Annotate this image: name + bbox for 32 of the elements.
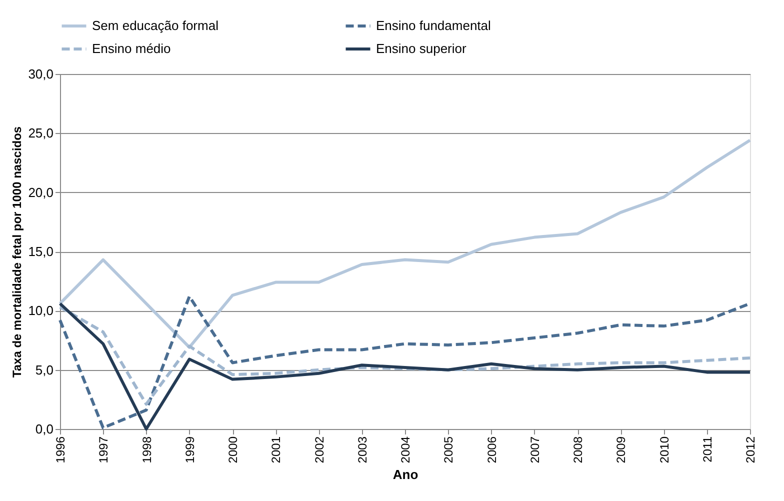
- y-tick-label: 20,0: [28, 184, 54, 200]
- line-series: [58, 306, 752, 406]
- x-tick-label: 2011: [700, 436, 714, 462]
- y-tick-label: 10,0: [28, 303, 54, 318]
- legend-label: Ensino médio: [92, 41, 171, 56]
- x-tick-label: 2004: [398, 436, 412, 464]
- legend-label: Ensino fundamental: [376, 18, 492, 33]
- x-tick-label: 2000: [226, 436, 240, 464]
- x-tick-label: 1996: [54, 436, 68, 464]
- y-tick-label: 30,0: [28, 66, 54, 82]
- x-tick-label: 1999: [182, 436, 197, 464]
- x-tick-label: 2006: [484, 436, 499, 464]
- y-tick-label: 25,0: [28, 126, 54, 141]
- x-tick-label: 1998: [140, 436, 154, 464]
- x-axis-title: Ano: [392, 467, 418, 482]
- line-series: [58, 138, 752, 349]
- x-tick-label: 2012: [744, 436, 758, 464]
- x-tick-label: 2003: [355, 436, 370, 464]
- legend-label: Ensino superior: [376, 41, 467, 56]
- y-tick-label: 0,0: [35, 422, 54, 436]
- y-axis-title: Taxa de mortalidade fetal por 1000 nascidos: [10, 126, 24, 378]
- x-tick-label: 2001: [269, 436, 284, 464]
- y-tick-label: 5,0: [35, 362, 54, 378]
- x-tick-label: 2009: [614, 436, 628, 464]
- y-tick-label: 15,0: [28, 244, 54, 259]
- x-tick-label: 2007: [528, 436, 542, 464]
- x-tick-label: 2005: [442, 436, 456, 464]
- x-tick-label: 2002: [312, 436, 326, 464]
- x-tick-label: 2008: [571, 436, 585, 464]
- x-tick-label: 1997: [96, 436, 111, 464]
- legend-label: Sem educação formal: [92, 18, 219, 33]
- x-tick-label: 2010: [657, 436, 672, 464]
